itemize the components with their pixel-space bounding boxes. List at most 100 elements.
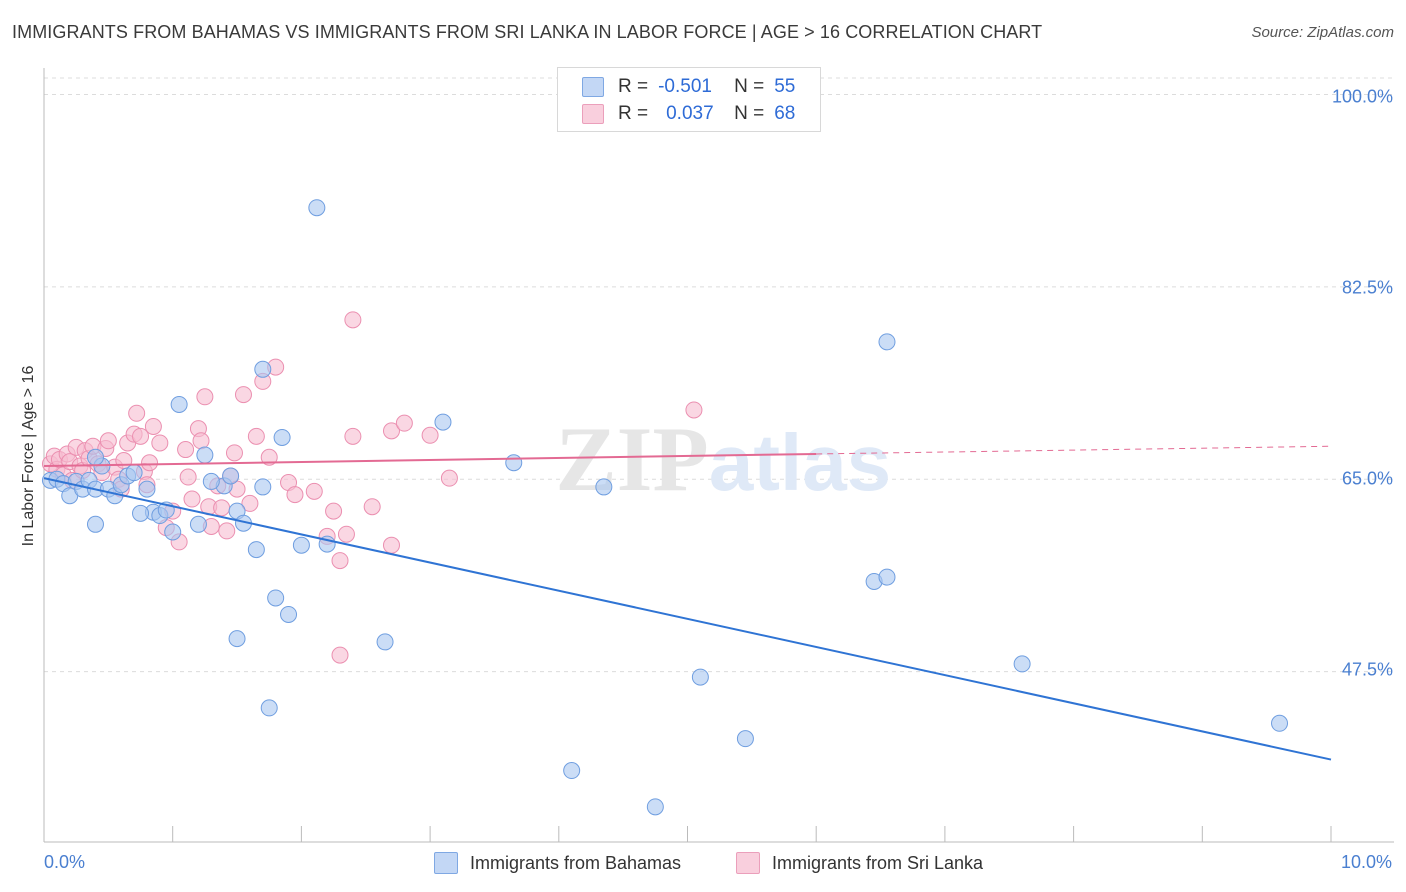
bahamas-point xyxy=(878,568,896,586)
srilanka-point xyxy=(132,427,150,445)
bahamas-point xyxy=(222,467,240,485)
srilanka-point xyxy=(286,486,304,504)
legend-label-bahamas: Immigrants from Bahamas xyxy=(470,852,682,873)
srilanka-point xyxy=(395,414,413,432)
legend-row-srilanka: R = 0.037 N = 68 xyxy=(582,102,795,126)
bahamas-point xyxy=(1013,655,1031,673)
srilanka-point xyxy=(421,426,439,444)
bahamas-point xyxy=(247,541,265,559)
bahamas-trend-line xyxy=(43,477,1332,761)
srilanka-point xyxy=(128,404,146,422)
bahamas-point xyxy=(132,504,150,522)
bahamas-point xyxy=(170,395,188,413)
srilanka-point xyxy=(382,536,400,554)
n-value-srilanka: 68 xyxy=(774,103,796,124)
r-label: R = xyxy=(618,103,649,124)
srilanka-point xyxy=(151,434,169,452)
srilanka-point xyxy=(325,502,343,520)
srilanka-point xyxy=(196,388,214,406)
srilanka-point xyxy=(247,427,265,445)
bahamas-point xyxy=(196,446,214,464)
legend-item-srilanka: Immigrants from Sri Lanka xyxy=(736,852,983,874)
srilanka-point xyxy=(213,499,231,517)
srilanka-point xyxy=(685,401,703,419)
legend-row-bahamas: R = -0.501 N = 55 xyxy=(582,75,795,99)
n-value-bahamas: 55 xyxy=(774,76,796,97)
srilanka-point xyxy=(260,448,278,466)
srilanka-point xyxy=(141,454,159,472)
series-legend: Immigrants from Bahamas Immigrants from … xyxy=(0,852,1406,878)
r-label: R = xyxy=(618,76,649,97)
srilanka-trend-extension xyxy=(816,445,1332,455)
bahamas-point xyxy=(138,480,156,498)
bahamas-point xyxy=(260,699,278,717)
bahamas-point xyxy=(273,428,291,446)
bahamas-point xyxy=(267,589,285,607)
watermark-atlas: atlas xyxy=(709,418,891,507)
bahamas-point xyxy=(376,633,394,651)
bahamas-point xyxy=(595,478,613,496)
y-tick-label: 82.5% xyxy=(1341,277,1393,298)
bahamas-point xyxy=(434,413,452,431)
srilanka-point xyxy=(363,498,381,516)
bahamas-point xyxy=(292,536,310,554)
srilanka-point xyxy=(382,422,400,440)
y-tick-label: 100.0% xyxy=(1331,86,1393,107)
bahamas-point xyxy=(254,360,272,378)
bahamas-swatch xyxy=(434,852,458,874)
bahamas-point xyxy=(86,515,104,533)
bahamas-point xyxy=(228,630,246,648)
legend-item-bahamas: Immigrants from Bahamas xyxy=(434,852,681,874)
srilanka-point xyxy=(305,482,323,500)
bahamas-point xyxy=(691,668,709,686)
x-tick-label: 10.0% xyxy=(1340,852,1392,872)
r-value-srilanka: 0.037 xyxy=(666,103,714,124)
x-tick-label: 0.0% xyxy=(44,852,86,872)
bahamas-swatch xyxy=(582,77,604,97)
chart-title: IMMIGRANTS FROM BAHAMAS VS IMMIGRANTS FR… xyxy=(12,22,1043,42)
bahamas-point xyxy=(563,762,581,780)
srilanka-point xyxy=(177,441,195,459)
srilanka-point xyxy=(337,525,355,543)
source-credit: Source: ZipAtlas.com xyxy=(1251,24,1394,41)
bahamas-point xyxy=(308,199,326,217)
srilanka-point xyxy=(344,427,362,445)
srilanka-point xyxy=(218,522,236,540)
bahamas-point xyxy=(736,730,754,748)
bahamas-point xyxy=(202,472,220,490)
bahamas-point xyxy=(254,478,272,496)
watermark-zip: ZIP xyxy=(555,408,708,510)
srilanka-point xyxy=(192,432,210,450)
srilanka-point xyxy=(331,552,349,570)
stats-legend: R = -0.501 N = 55 R = 0.037 N = 68 xyxy=(557,67,821,132)
r-value-bahamas: -0.501 xyxy=(658,76,712,97)
srilanka-swatch xyxy=(736,852,760,874)
srilanka-point xyxy=(179,468,197,486)
srilanka-point xyxy=(234,386,252,404)
legend-label-srilanka: Immigrants from Sri Lanka xyxy=(772,852,984,873)
n-label: N = xyxy=(734,76,765,97)
srilanka-point xyxy=(225,444,243,462)
bahamas-point xyxy=(164,523,182,541)
srilanka-point xyxy=(440,469,458,487)
y-tick-label: 47.5% xyxy=(1341,659,1393,680)
srilanka-point xyxy=(99,432,117,450)
bahamas-point xyxy=(646,798,664,816)
bahamas-point xyxy=(280,605,298,623)
bahamas-point xyxy=(86,448,104,466)
srilanka-trend-line xyxy=(43,452,817,468)
srilanka-point xyxy=(144,417,162,435)
srilanka-point xyxy=(344,311,362,329)
srilanka-point xyxy=(241,494,259,512)
bahamas-point xyxy=(878,333,896,351)
srilanka-swatch xyxy=(582,104,604,124)
srilanka-point xyxy=(183,490,201,508)
n-label: N = xyxy=(734,103,765,124)
bahamas-point xyxy=(125,464,143,482)
bahamas-point xyxy=(505,454,523,472)
y-tick-label: 65.0% xyxy=(1341,468,1393,489)
bahamas-point xyxy=(189,515,207,533)
bahamas-point xyxy=(1271,714,1289,732)
srilanka-point xyxy=(331,646,349,664)
